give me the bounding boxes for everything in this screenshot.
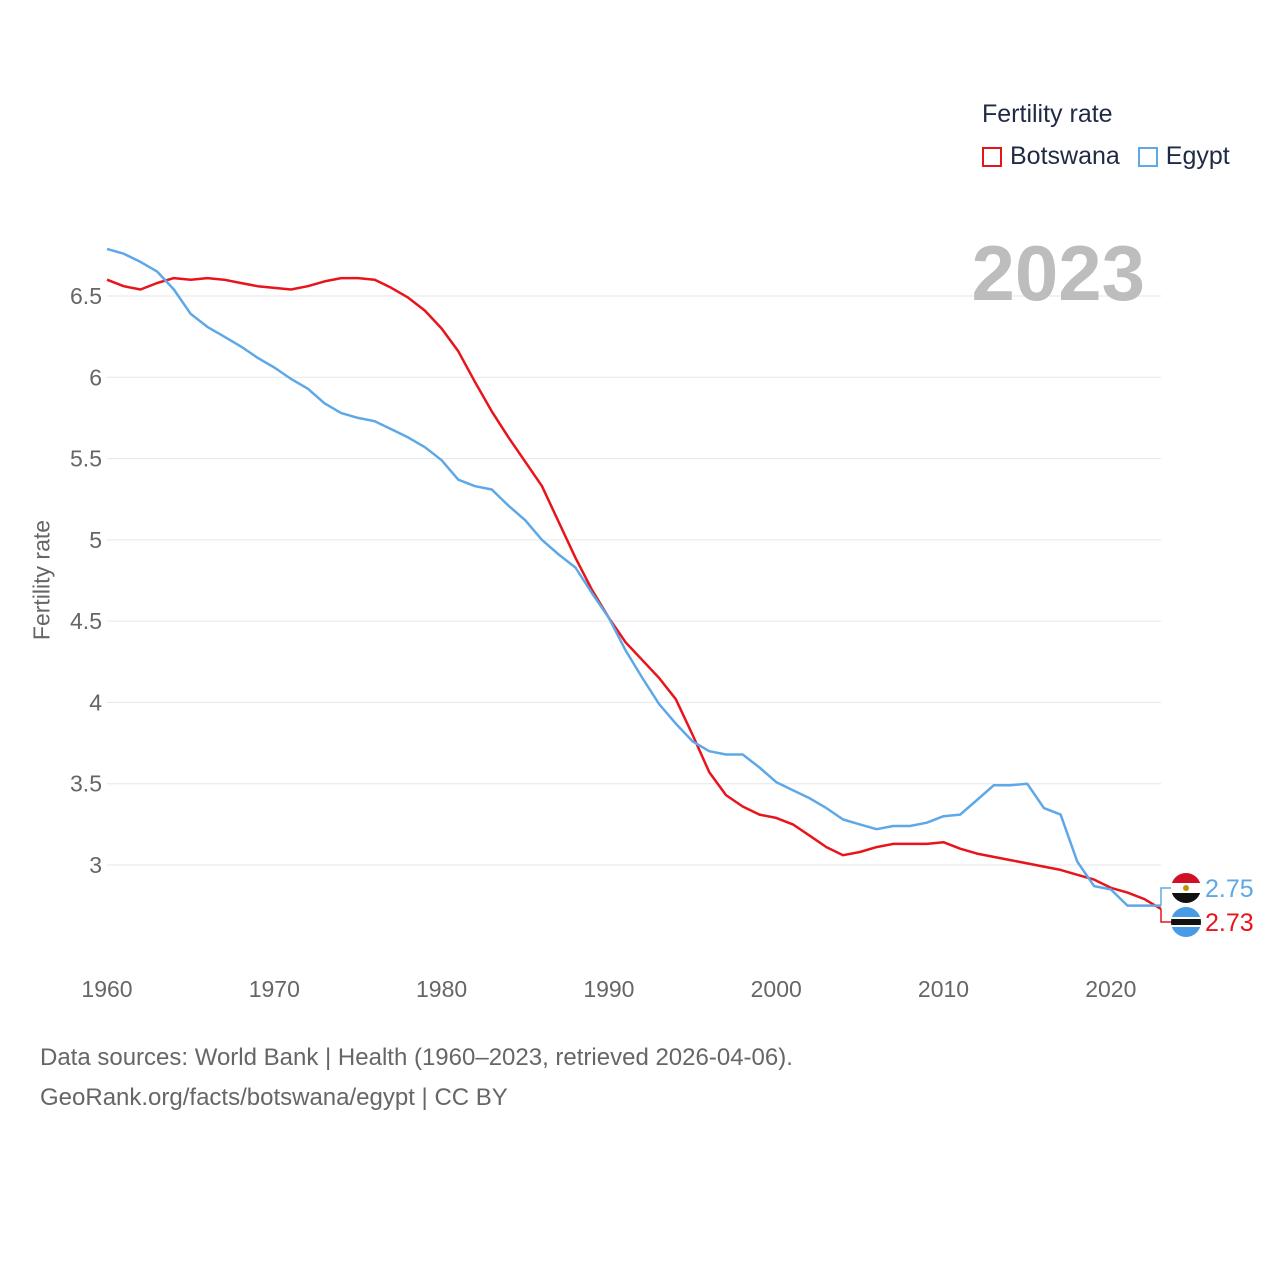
- y-tick-label: 6.5: [70, 283, 102, 309]
- connector-egypt: [1160, 887, 1172, 906]
- y-tick-label: 4: [89, 689, 102, 715]
- connector-botswana: [1160, 908, 1172, 923]
- legend: Botswana Egypt: [982, 142, 1248, 171]
- series-line-botswana: [106, 276, 1162, 910]
- y-tick-label: 6: [89, 364, 102, 390]
- y-tick-label: 5.5: [70, 446, 102, 472]
- x-tick-label: 1960: [81, 976, 132, 1002]
- x-tick-label: 2010: [918, 976, 969, 1002]
- series-lines: [106, 247, 1162, 910]
- series-line-egypt: [106, 247, 1161, 907]
- y-tick-label: 5: [89, 527, 102, 553]
- y-axis-ticks: 3 3.5 4 4.5 5 5.5 6 6.5: [70, 283, 102, 878]
- x-axis-ticks: 1960 1970 1980 1990 2000 2010 2020: [81, 976, 1136, 1002]
- botswana-flag-icon: [1171, 907, 1201, 937]
- footer-credit: GeoRank.org/facts/botswana/egypt | CC BY: [40, 1084, 508, 1111]
- x-tick-label: 1980: [416, 976, 467, 1002]
- legend-swatch-egypt: [1137, 146, 1158, 167]
- x-tick-label: 1990: [583, 976, 634, 1002]
- y-tick-label: 4.5: [70, 608, 102, 634]
- end-label-botswana: 2.73: [1205, 909, 1254, 937]
- legend-item-egypt[interactable]: Egypt: [1137, 142, 1230, 171]
- year-label: 2023: [971, 229, 1145, 317]
- y-tick-label: 3: [89, 852, 102, 878]
- footer-sources: Data sources: World Bank | Health (1960–…: [40, 1044, 793, 1071]
- egypt-flag-icon: [1171, 873, 1201, 903]
- y-tick-label: 3.5: [70, 771, 102, 797]
- legend-title: Fertility rate: [982, 100, 1113, 128]
- legend-swatch-botswana: [982, 146, 1002, 167]
- gridlines: [107, 295, 1161, 866]
- x-tick-label: 2000: [751, 976, 802, 1002]
- legend-label-egypt: Egypt: [1165, 142, 1230, 170]
- series-end-markers: 2.75 2.73: [1160, 873, 1254, 937]
- legend-label-botswana: Botswana: [1010, 142, 1120, 170]
- legend-item-botswana[interactable]: Botswana: [982, 142, 1120, 171]
- x-tick-label: 1970: [249, 976, 300, 1002]
- x-tick-label: 2020: [1085, 976, 1136, 1002]
- end-label-egypt: 2.75: [1205, 875, 1254, 903]
- y-axis-title: Fertility rate: [28, 519, 55, 641]
